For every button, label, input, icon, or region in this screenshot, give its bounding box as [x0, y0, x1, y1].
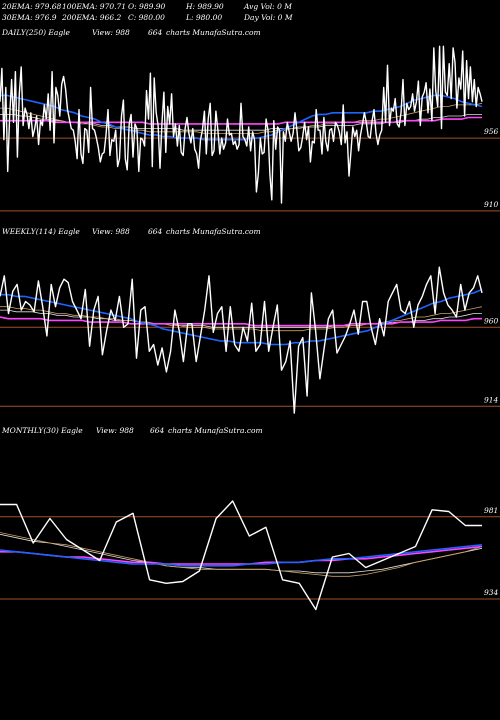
daily-series-ema-gold — [0, 102, 483, 134]
stat-day-vol: Day Vol: 0 M — [244, 13, 293, 22]
weekly-series-ema-slow — [0, 316, 482, 327]
weekly-series-price — [0, 266, 483, 414]
monthly-level-label-0: 981 — [484, 506, 498, 515]
stat-close: C: 980.00 — [128, 13, 165, 22]
weekly-brand: charts MunafaSutra.com — [166, 227, 261, 236]
monthly-series-ema-fast — [0, 544, 483, 567]
weekly-level-label-1: 914 — [484, 395, 499, 404]
monthly-series-ema-slow — [0, 545, 483, 565]
weekly-level-label-0: 960 — [484, 316, 499, 325]
stat-low: L: 980.00 — [186, 13, 223, 22]
monthly-level-label-1: 934 — [484, 588, 499, 597]
monthly-title: MONTHLY(30) Eagle — [2, 426, 83, 435]
stat-200ema: 200EMA: 966.2 — [62, 13, 122, 22]
daily-series-price — [0, 45, 483, 204]
monthly-view: View: 988 — [96, 426, 134, 435]
monthly-brand: charts MunafaSutra.com — [168, 426, 263, 435]
daily-title: DAILY(250) Eagle — [2, 28, 70, 37]
stat-avg-vol: Avg Vol: 0 M — [244, 2, 292, 11]
stat-open: O: 989.90 — [128, 2, 166, 11]
weekly-code: 664 — [148, 227, 163, 236]
daily-brand: charts MunafaSutra.com — [166, 28, 261, 37]
daily-level-label-0: 956 — [484, 127, 499, 136]
daily-view: View: 988 — [92, 28, 130, 37]
daily-series-ema-slow — [0, 116, 482, 125]
stat-30ema: 30EMA: 976.9 — [2, 13, 57, 22]
daily-level-label-1: 910 — [484, 200, 499, 209]
weekly-view: View: 988 — [92, 227, 130, 236]
stat-20ema: 20EMA: 979.68 — [2, 2, 62, 11]
stat-100ema: 100EMA: 970.71 — [62, 2, 127, 11]
monthly-code: 664 — [150, 426, 165, 435]
weekly-title: WEEKLY(114) Eagle — [2, 227, 80, 236]
weekly-series-ema-gold — [0, 306, 483, 332]
stat-high: H: 989.90 — [186, 2, 224, 11]
daily-code: 664 — [148, 28, 163, 37]
monthly-series-price — [0, 500, 482, 611]
